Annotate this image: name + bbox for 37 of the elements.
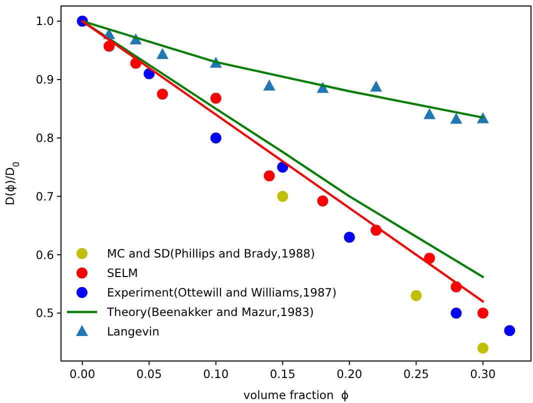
point [410, 290, 422, 302]
point [344, 232, 355, 243]
point [263, 79, 276, 90]
point [477, 342, 488, 354]
x-tick-label: 0.25 [403, 367, 429, 381]
point [210, 132, 222, 144]
point [450, 308, 462, 319]
legend-label: Experiment(Ottewill and Williams,1987) [107, 286, 337, 300]
y-tick-label: 1.0 [36, 14, 54, 28]
y-tick-label: 0.9 [36, 72, 54, 87]
point [477, 308, 488, 319]
x-tick-label: 0.20 [336, 367, 362, 381]
point [370, 80, 382, 92]
x-tick-label: 0.30 [470, 367, 496, 381]
point [424, 108, 436, 120]
y-tick-label: 0.8 [36, 130, 54, 145]
legend-label: SELM [107, 266, 138, 280]
y-tick-label: 0.5 [36, 306, 54, 320]
y-tick-label: 0.6 [36, 248, 54, 262]
point [317, 196, 328, 207]
x-tick-label: 0.15 [270, 367, 296, 381]
legend-label: MC and SD(Phillips and Brady,1988) [107, 246, 315, 261]
point [277, 190, 288, 202]
point [504, 325, 516, 336]
point [210, 92, 222, 104]
legend-label: Langevin [107, 324, 160, 339]
point [156, 48, 168, 59]
point [264, 170, 275, 182]
y-tick-label: 0.7 [36, 189, 54, 204]
point [104, 40, 115, 52]
point [450, 112, 462, 124]
x-tick-label: 0.00 [70, 367, 96, 381]
x-axis-title: volume fraction ϕ [243, 388, 349, 402]
point [156, 88, 168, 100]
x-tick-label: 0.05 [136, 367, 162, 381]
x-tick-label: 0.10 [203, 367, 229, 381]
legend-label: Theory(Beenakker and Mazur,1983) [106, 305, 314, 320]
